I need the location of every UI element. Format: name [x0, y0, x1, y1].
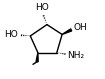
Polygon shape	[62, 29, 72, 34]
Text: OH: OH	[74, 23, 87, 32]
Text: HO: HO	[4, 30, 18, 39]
Polygon shape	[36, 53, 38, 62]
Text: NH₂: NH₂	[67, 51, 85, 60]
Text: HO: HO	[35, 3, 49, 12]
